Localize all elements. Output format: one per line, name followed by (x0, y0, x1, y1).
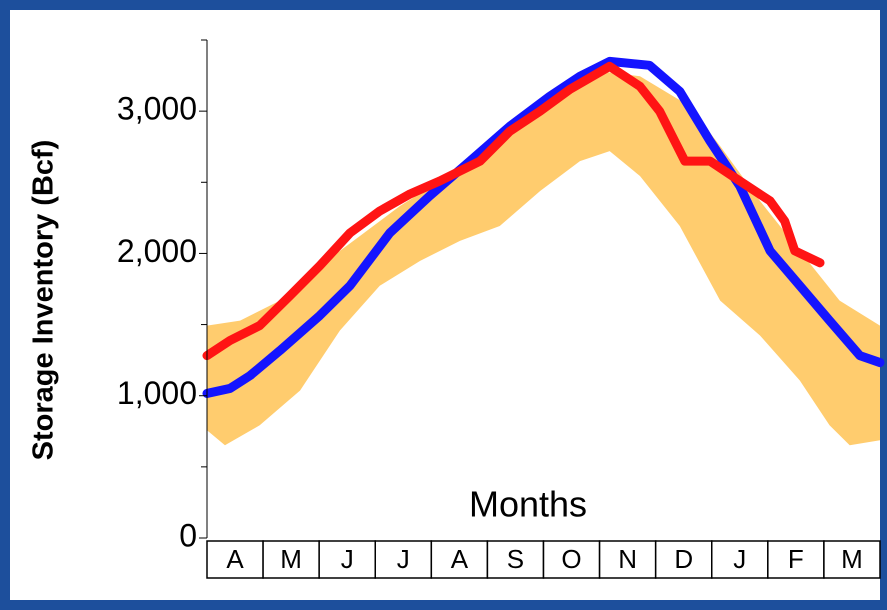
y-tick-label: 2,000 (117, 233, 197, 269)
line (202, 61, 825, 361)
month-box (598, 540, 657, 579)
x-tick-label: F (788, 544, 804, 574)
month-box (542, 540, 601, 579)
x-tick-label: S (507, 544, 524, 574)
month-box (823, 540, 881, 579)
month-box (430, 540, 489, 579)
month-box (486, 540, 545, 579)
month-box (262, 540, 320, 579)
x-tick-label: N (618, 544, 637, 574)
x-axis-label: Months (469, 484, 587, 525)
y-tick-label: 3,000 (117, 91, 197, 127)
month-box (711, 540, 769, 579)
x-tick-label: A (451, 544, 469, 574)
month-box (654, 540, 713, 579)
line (202, 56, 885, 398)
month-box (318, 540, 376, 579)
x-tick-label: A (226, 544, 244, 574)
x-tick-label: D (674, 544, 693, 574)
y-tick-label: 1,000 (117, 375, 197, 411)
x-tick-label: J (341, 544, 354, 574)
x-tick-label: J (733, 544, 746, 574)
month-box (206, 540, 264, 579)
x-tick-label: O (561, 544, 581, 574)
y-axis-label: Storage Inventory (Bcf) (28, 140, 60, 461)
month-box (374, 540, 433, 579)
y-tick-label: 0 (179, 517, 197, 553)
x-tick-label: J (397, 544, 410, 574)
x-tick-label: M (841, 544, 863, 574)
x-tick-label: M (280, 544, 302, 574)
